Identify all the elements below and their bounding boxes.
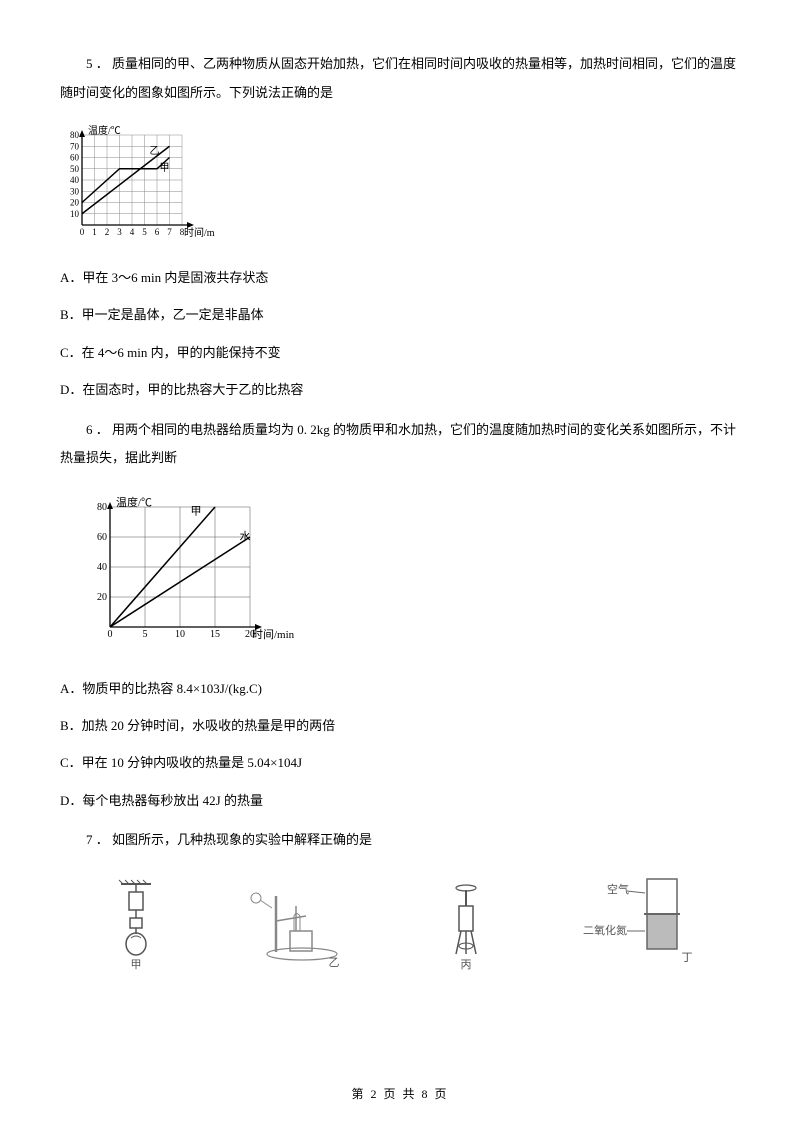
q7-diagram-c: 丙 — [426, 876, 506, 977]
svg-text:0: 0 — [80, 227, 85, 237]
svg-text:温度/℃: 温度/℃ — [116, 495, 152, 509]
q5-option-b: B．甲一定是晶体，乙一定是非晶体 — [60, 303, 740, 326]
svg-text:40: 40 — [70, 175, 80, 185]
svg-text:40: 40 — [97, 562, 107, 573]
svg-text:时间/min: 时间/min — [252, 628, 295, 641]
q6-text: 用两个相同的电热器给质量均为 0. 2kg 的物质甲和水加热，它们的温度随加热时… — [60, 422, 736, 466]
svg-text:30: 30 — [70, 186, 80, 196]
svg-text:5: 5 — [142, 227, 147, 237]
q7-diagram-a-svg: 甲 — [101, 876, 171, 971]
page-footer: 第 2 页 共 8 页 — [0, 1085, 800, 1104]
svg-text:10: 10 — [70, 209, 80, 219]
q6-number: 6 ． — [86, 422, 109, 437]
svg-text:丙: 丙 — [461, 959, 472, 971]
q6-option-b: B．加热 20 分钟时间，水吸收的热量是甲的两倍 — [60, 714, 740, 737]
q5-option-d: D．在固态时，甲的比热容大于乙的比热容 — [60, 378, 740, 401]
q7-diagram-d-svg: 空气 二氧化氮 丁 — [569, 871, 699, 971]
svg-text:水: 水 — [240, 530, 251, 543]
q7-diagram-b-svg: 乙 — [234, 876, 364, 971]
svg-text:20: 20 — [97, 592, 107, 603]
svg-text:50: 50 — [70, 164, 80, 174]
q5-chart-svg: 0123456781020304050607080温度/℃时间/min甲乙 — [60, 123, 215, 243]
q7-diagram-a: 甲 — [101, 876, 171, 977]
q5-figure: 0123456781020304050607080温度/℃时间/min甲乙 — [60, 123, 740, 250]
svg-text:时间/min: 时间/min — [184, 226, 215, 239]
svg-text:2: 2 — [105, 227, 110, 237]
q5-text: 质量相同的甲、乙两种物质从固态开始加热，它们在相同时间内吸收的热量相等，加热时间… — [60, 56, 736, 100]
svg-text:80: 80 — [70, 130, 80, 140]
svg-text:温度/℃: 温度/℃ — [88, 124, 121, 137]
svg-text:甲: 甲 — [160, 163, 170, 174]
svg-text:4: 4 — [130, 227, 135, 237]
svg-text:乙: 乙 — [328, 956, 339, 969]
q5-option-a: A．甲在 3～6 min 内是固液共存状态 — [60, 266, 740, 289]
svg-text:15: 15 — [210, 629, 220, 640]
q7-diagram-d: 空气 二氧化氮 丁 — [569, 871, 699, 977]
svg-text:乙: 乙 — [150, 145, 160, 157]
q6-option-c: C．甲在 10 分钟内吸收的热量是 5.04×104J — [60, 751, 740, 774]
q5-option-c: C．在 4～6 min 内，甲的内能保持不变 — [60, 341, 740, 364]
q7-text: 如图所示，几种热现象的实验中解释正确的是 — [112, 832, 372, 847]
q5-number: 5 ． — [86, 56, 109, 71]
q6-figure: 0510152020406080温度/℃时间/min甲水 — [80, 489, 740, 661]
q7-diagram-b: 乙 — [234, 876, 364, 977]
svg-text:甲: 甲 — [191, 505, 202, 517]
svg-text:3: 3 — [117, 227, 122, 237]
q6-stem: 6 ． 用两个相同的电热器给质量均为 0. 2kg 的物质甲和水加热，它们的温度… — [60, 416, 740, 473]
svg-text:80: 80 — [97, 502, 107, 513]
svg-text:60: 60 — [97, 532, 107, 543]
svg-text:空气: 空气 — [607, 882, 629, 896]
svg-text:70: 70 — [70, 141, 80, 151]
svg-text:甲: 甲 — [131, 959, 142, 971]
svg-text:丁: 丁 — [681, 952, 692, 964]
q6-option-d: D．每个电热器每秒放出 42J 的热量 — [60, 789, 740, 812]
svg-text:20: 20 — [70, 198, 80, 208]
q6-option-a: A．物质甲的比热容 8.4×103J/(kg.C) — [60, 677, 740, 700]
q7-diagram-c-svg: 丙 — [426, 876, 506, 971]
svg-text:5: 5 — [143, 629, 148, 640]
svg-text:0: 0 — [108, 629, 113, 640]
svg-text:60: 60 — [70, 153, 80, 163]
q7-stem: 7 ． 如图所示，几种热现象的实验中解释正确的是 — [60, 826, 740, 855]
svg-text:1: 1 — [92, 227, 97, 237]
q7-number: 7 ． — [86, 832, 109, 847]
svg-text:6: 6 — [155, 227, 160, 237]
q5-stem: 5 ． 质量相同的甲、乙两种物质从固态开始加热，它们在相同时间内吸收的热量相等，… — [60, 50, 740, 107]
svg-text:7: 7 — [167, 227, 172, 237]
svg-text:二氧化氮: 二氧化氮 — [583, 923, 627, 937]
svg-text:10: 10 — [175, 629, 185, 640]
q7-diagrams: 甲 乙 丙 空气 — [60, 871, 740, 977]
q6-chart-svg: 0510152020406080温度/℃时间/min甲水 — [80, 489, 310, 654]
